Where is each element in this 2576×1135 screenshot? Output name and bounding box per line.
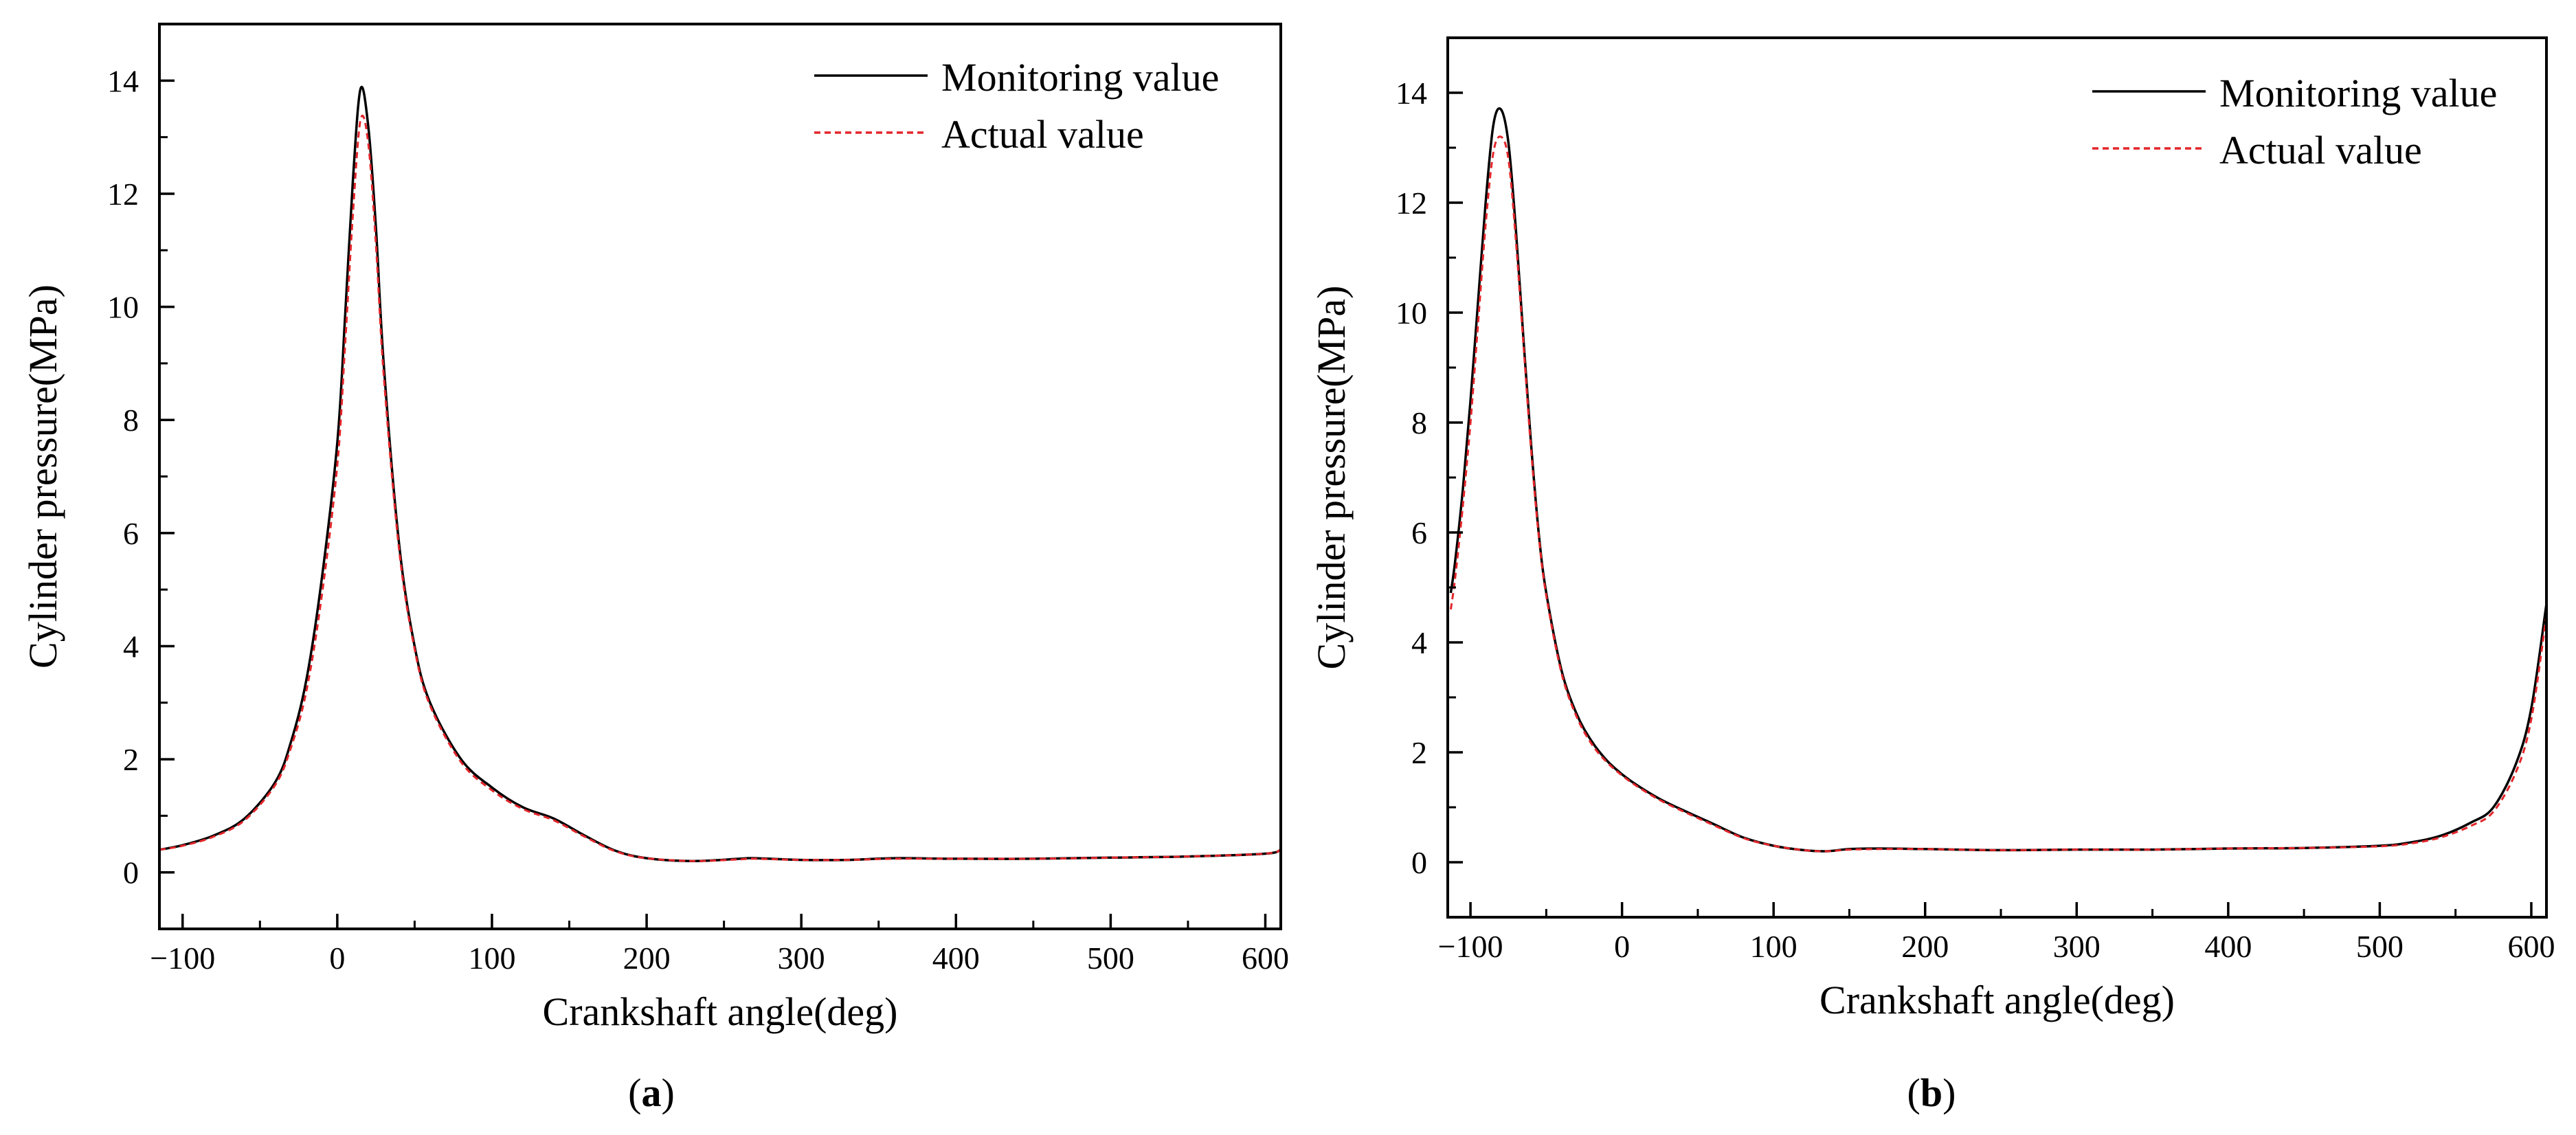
x-tick-label-b: 100 [1750, 929, 1797, 964]
x-axis-title-a: Crankshaft angle(deg) [543, 989, 898, 1034]
legend-label-monitoring-a: Monitoring value [941, 55, 1219, 100]
y-tick-label-a: 6 [123, 516, 139, 551]
y-axis-title-b: Cylinder pressure(MPa) [1309, 286, 1354, 670]
x-axis-title-b: Crankshaft angle(deg) [1819, 978, 2175, 1022]
x-tick-label-a: 0 [329, 941, 345, 976]
legend-label-actual-b: Actual value [2219, 128, 2422, 172]
x-tick-label-a: 600 [1242, 941, 1289, 976]
x-tick-label-b: 300 [2053, 929, 2101, 964]
plot-frame-b [1446, 36, 2548, 919]
y-tick-label-b: 10 [1396, 295, 1427, 330]
y-tick-label-a: 8 [123, 403, 139, 438]
y-tick-label-a: 0 [123, 855, 139, 890]
panel-caption-a: (a) [628, 1070, 675, 1115]
y-tick-label-b: 8 [1411, 405, 1427, 440]
x-tick-label-b: 0 [1614, 929, 1630, 964]
tick-labels-b: −100 0 100 200 300 400 500 600 0 2 4 6 8 10 12 14 [1396, 76, 2555, 964]
y-tick-label-b: 0 [1411, 845, 1427, 880]
y-tick-label-a: 12 [107, 177, 139, 212]
panel-caption-b: (b) [1907, 1070, 1956, 1115]
legend-a: Monitoring value Actual value [814, 55, 1219, 157]
tick-labels-a: −100 0 100 200 300 400 500 600 0 2 4 6 8 10 12 14 [107, 63, 1289, 976]
x-tick-label-a: 400 [932, 941, 980, 976]
plot-area-b [1449, 107, 2548, 853]
series-actual-line-b [1449, 135, 2548, 853]
x-tick-label-a: 500 [1087, 941, 1134, 976]
y-tick-label-b: 2 [1411, 735, 1427, 770]
x-tick-label-b: 500 [2356, 929, 2404, 964]
y-tick-label-b: 4 [1411, 625, 1427, 660]
y-tick-label-b: 6 [1411, 515, 1427, 550]
y-axis-title-a: Cylinder pressure(MPa) [21, 284, 65, 668]
plot-frame-a [158, 23, 1282, 930]
legend-b: Monitoring value Actual value [2092, 71, 2497, 172]
x-tick-label-a: −100 [150, 941, 215, 976]
x-tick-label-b: −100 [1438, 929, 1503, 964]
plot-area-a [159, 85, 1281, 862]
chart-panel-a: −100 0 100 200 300 400 500 600 0 2 4 6 8 10 12 14 Crank… [21, 23, 1289, 1115]
legend-label-actual-a: Actual value [941, 112, 1144, 157]
y-tick-label-a: 2 [123, 742, 139, 777]
series-actual-line-a [159, 114, 1281, 862]
x-tick-label-b: 400 [2204, 929, 2252, 964]
x-tick-label-a: 200 [623, 941, 671, 976]
legend-label-monitoring-b: Monitoring value [2219, 71, 2497, 115]
y-tick-label-a: 10 [107, 290, 139, 325]
x-tick-label-a: 300 [778, 941, 825, 976]
y-tick-label-b: 14 [1396, 76, 1427, 111]
chart-panel-b: −100 0 100 200 300 400 500 600 0 2 4 6 8 10 12 14 Crank… [1309, 36, 2555, 1115]
x-tick-label-b: 200 [1901, 929, 1949, 964]
y-tick-label-a: 14 [107, 63, 139, 98]
y-tick-label-a: 4 [123, 629, 139, 664]
y-tick-label-b: 12 [1396, 186, 1427, 221]
x-tick-label-a: 100 [468, 941, 515, 976]
x-tick-label-b: 600 [2507, 929, 2555, 964]
